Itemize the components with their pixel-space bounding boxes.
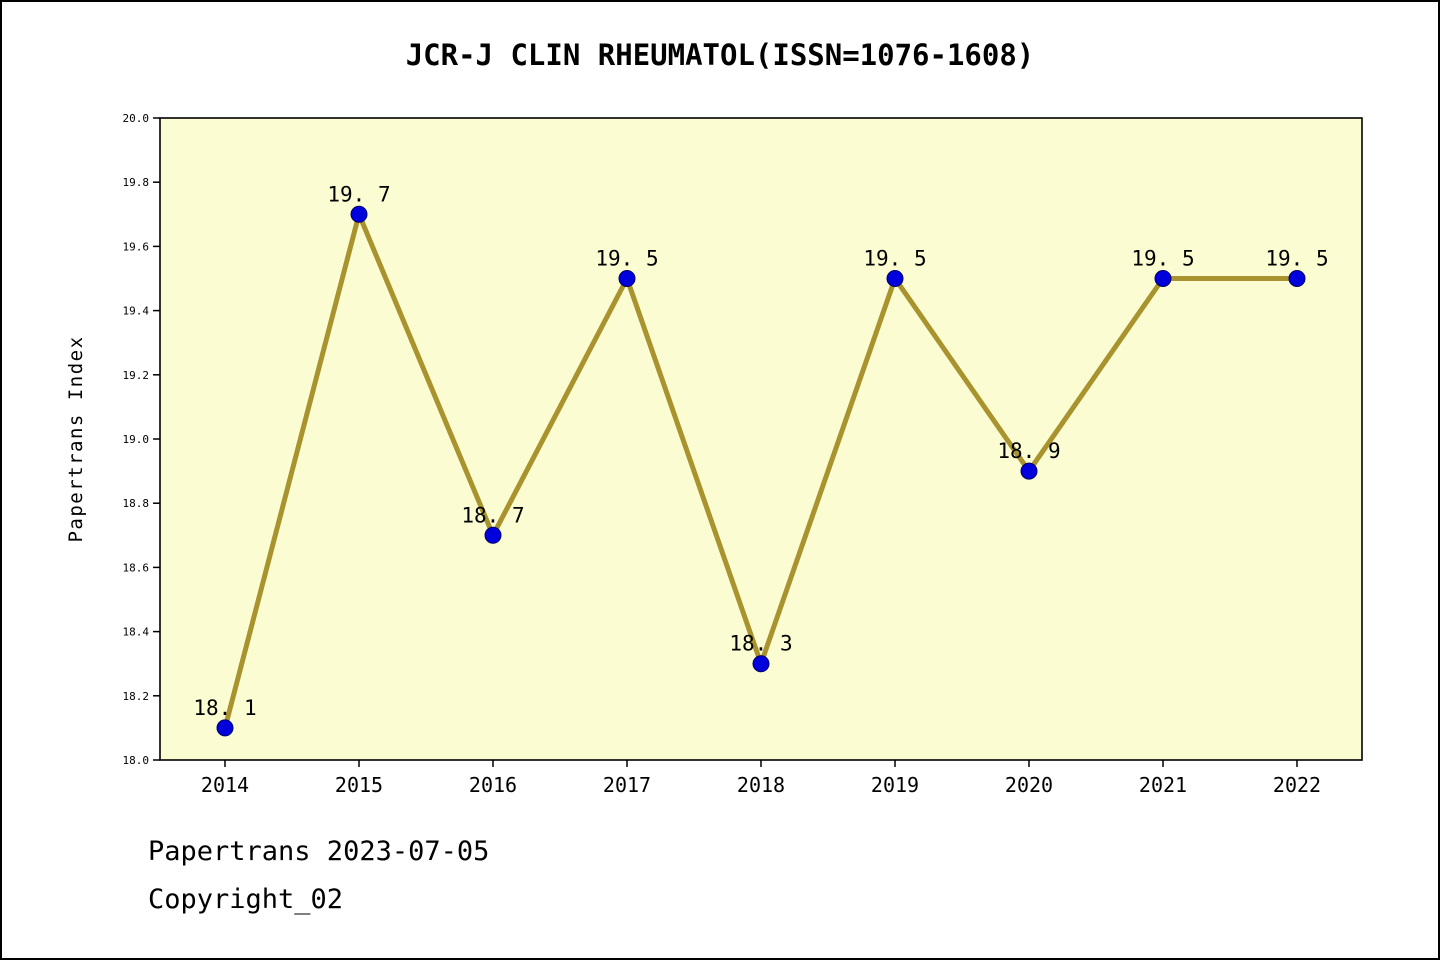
point-label: 18. 9 <box>997 439 1060 463</box>
x-tick-label: 2020 <box>1005 773 1053 797</box>
y-tick-label: 18.8 <box>123 497 150 510</box>
data-point <box>1154 270 1172 287</box>
plot-background <box>159 117 1363 761</box>
y-tick-label: 19.2 <box>123 369 150 382</box>
data-point <box>1020 462 1038 480</box>
point-label: 18. 7 <box>461 503 524 527</box>
y-tick-label: 20.0 <box>123 112 150 125</box>
x-tick-label: 2015 <box>335 773 383 797</box>
y-tick-label: 18.2 <box>123 690 150 703</box>
y-tick-label: 18.4 <box>123 626 150 639</box>
data-point <box>484 526 502 544</box>
data-point <box>1288 270 1306 287</box>
x-tick-label: 2021 <box>1139 773 1187 797</box>
data-point <box>618 270 636 287</box>
x-tick-label: 2014 <box>201 773 249 797</box>
y-tick-label: 18.6 <box>123 561 150 574</box>
point-label: 18. 1 <box>193 696 256 720</box>
y-tick-label: 18.0 <box>123 754 150 767</box>
point-label: 19. 5 <box>595 247 658 271</box>
x-tick-label: 2016 <box>469 773 517 797</box>
x-tick-label: 2022 <box>1273 773 1321 797</box>
footer-date: Papertrans 2023-07-05 <box>148 836 490 867</box>
footer-copyright: Copyright_02 <box>148 884 344 915</box>
y-tick-label: 19.4 <box>123 305 150 318</box>
point-label: 19. 5 <box>863 247 926 271</box>
data-point <box>350 205 368 223</box>
data-point <box>216 719 234 737</box>
point-label: 18. 3 <box>729 632 792 656</box>
y-axis-label: Papertrans Index <box>65 335 87 542</box>
point-label: 19. 5 <box>1131 247 1194 271</box>
chart-title: JCR-J CLIN RHEUMATOL(ISSN=1076-1608) <box>405 38 1035 72</box>
y-tick-label: 19.8 <box>123 176 150 189</box>
x-tick-label: 2017 <box>603 773 651 797</box>
y-tick-label: 19.0 <box>123 433 150 446</box>
x-tick-label: 2019 <box>871 773 919 797</box>
x-tick-label: 2018 <box>737 773 785 797</box>
data-point <box>752 655 770 673</box>
point-label: 19. 5 <box>1265 247 1328 271</box>
y-tick-label: 19.6 <box>123 240 150 253</box>
point-label: 19. 7 <box>327 182 390 206</box>
data-point <box>886 270 904 287</box>
